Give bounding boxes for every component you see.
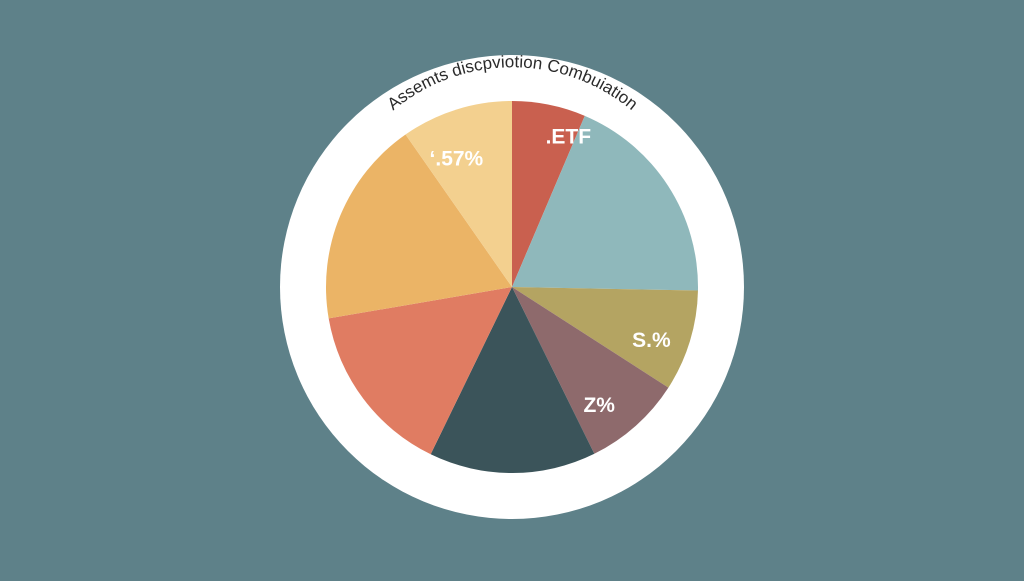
pie-slice-0: [512, 101, 585, 287]
pie-slice-7: [405, 101, 512, 287]
slice-label-0: .ETF: [546, 126, 592, 149]
pie-labels: .ETF S.% Z% ʻ.57%: [430, 126, 671, 417]
slice-label-3: Z%: [583, 394, 615, 417]
pie-slice-1: [512, 115, 699, 291]
pie-slice-6: [326, 134, 512, 319]
pie-slices: [326, 101, 699, 473]
slice-label-7: ʻ.57%: [430, 148, 484, 171]
pie-slice-2: [512, 287, 698, 388]
slice-label-2: S.%: [632, 329, 671, 352]
pie-slice-3: [512, 287, 669, 454]
pie-slice-5: [328, 287, 512, 455]
pie-slice-4: [430, 287, 595, 473]
